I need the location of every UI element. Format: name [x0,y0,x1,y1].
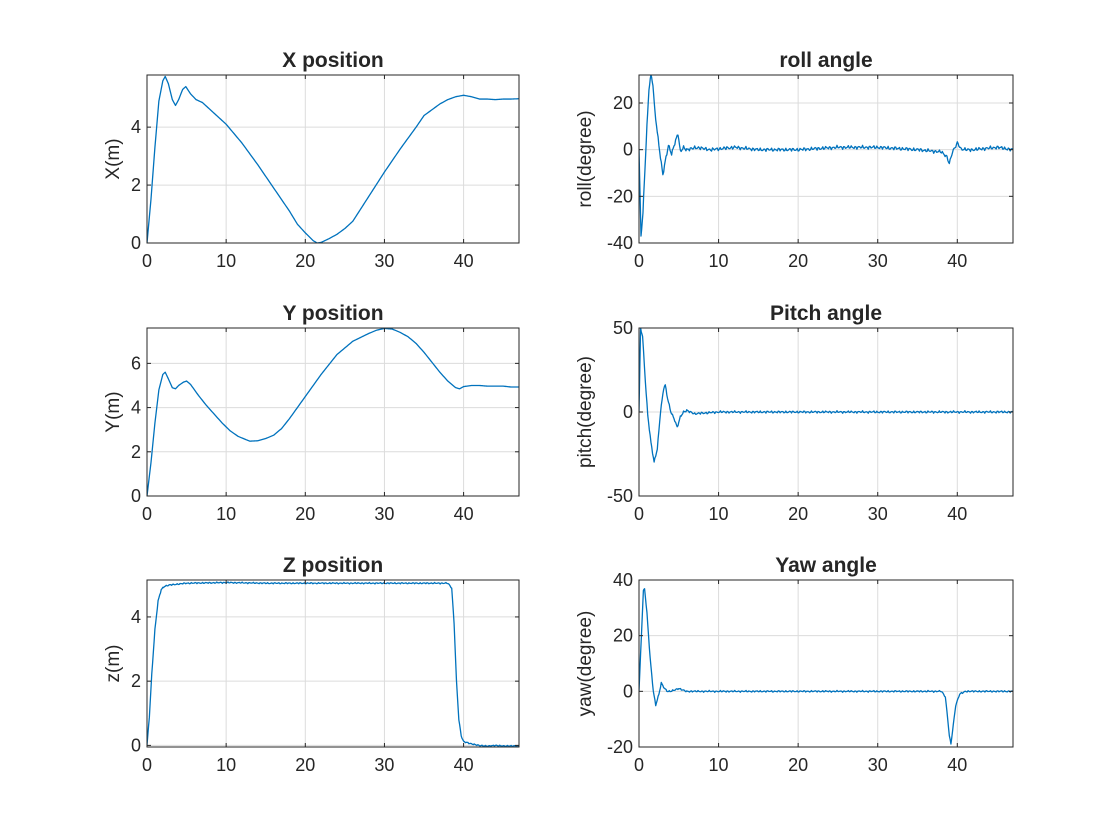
x-tick-label: 40 [947,504,967,524]
x-tick-label: 40 [947,251,967,271]
y-tick-label: 6 [131,353,141,373]
y-tick-label: 0 [623,681,633,701]
y-tick-label: -20 [607,186,633,206]
subplot-2: 0 10 20 30 40 -40 -20 0 20 roll angle roll(degree) [575,49,1014,271]
y-axis-label: X(m) [103,138,124,179]
chart-title: Yaw angle [775,554,877,577]
x-tick-label: 0 [634,251,644,271]
x-tick-label: 0 [634,504,644,524]
y-tick-label: -40 [607,233,633,253]
chart-title: Z position [283,554,383,577]
y-tick-label: 0 [131,486,141,506]
x-tick-label: 30 [374,504,394,524]
y-axis-label: roll(degree) [575,110,596,207]
x-tick-label: 10 [709,504,729,524]
y-tick-label: 4 [131,398,141,418]
x-tick-label: 10 [216,755,236,775]
y-tick-label: 0 [623,402,633,422]
axes-frame [146,74,520,244]
x-tick-label: 10 [709,755,729,775]
chart-title: Y position [282,302,383,325]
x-tick-label: 40 [454,755,474,775]
x-tick-label: 0 [142,251,152,271]
y-tick-label: 20 [613,93,633,113]
x-tick-label: 0 [634,755,644,775]
y-axis-label: yaw(degree) [575,611,596,717]
y-tick-label: 4 [131,607,141,627]
x-tick-label: 30 [868,755,888,775]
y-tick-label: -20 [607,737,633,757]
x-tick-label: 40 [454,504,474,524]
y-tick-label: 4 [131,117,141,137]
x-tick-label: 20 [788,504,808,524]
x-tick-label: 0 [142,504,152,524]
x-tick-label: 30 [374,251,394,271]
series-line-1 [147,328,519,496]
x-tick-label: 10 [216,504,236,524]
axes-frame [638,74,1014,244]
y-tick-label: 20 [613,626,633,646]
y-tick-label: 0 [131,735,141,755]
chart-title: roll angle [779,49,872,72]
series-line-1 [147,581,519,747]
series-line-1 [639,75,1013,237]
y-tick-label: 2 [131,175,141,195]
x-tick-label: 30 [374,755,394,775]
y-axis-label: Y(m) [103,391,124,432]
x-tick-label: 0 [142,755,152,775]
series-line-1 [639,588,1013,745]
subplot-1: 0 10 20 30 40 0 2 4 X position X(m) [103,49,520,271]
x-tick-label: 10 [216,251,236,271]
x-tick-label: 20 [295,251,315,271]
x-tick-label: 40 [947,755,967,775]
x-tick-label: 10 [709,251,729,271]
x-tick-label: 30 [868,504,888,524]
x-tick-label: 20 [788,251,808,271]
plot-area [638,579,1014,748]
y-tick-label: 40 [613,570,633,590]
x-tick-label: 20 [295,755,315,775]
y-axis-label: z(m) [103,645,124,683]
chart-title: Pitch angle [770,302,882,325]
y-tick-label: 0 [623,140,633,160]
series-line-1 [147,75,519,243]
plot-area [146,74,520,244]
x-tick-label: 40 [454,251,474,271]
y-tick-label: 2 [131,671,141,691]
y-axis-label: pitch(degree) [575,356,596,468]
y-tick-label: 0 [131,233,141,253]
subplot-5: 0 10 20 30 40 0 2 4 Z position z(m) [103,554,520,775]
subplot-3: 0 10 20 30 40 0 2 4 6 Y position Y(m) [103,302,520,524]
axes-frame [146,579,520,748]
series-line-1 [639,328,1013,463]
y-tick-label: -50 [607,486,633,506]
y-tick-label: 2 [131,442,141,462]
chart-title: X position [282,49,384,72]
axes-frame [146,327,520,497]
x-tick-label: 20 [788,755,808,775]
axes-frame [638,579,1014,748]
y-tick-label: 50 [613,318,633,338]
x-tick-label: 20 [295,504,315,524]
x-tick-label: 30 [868,251,888,271]
plot-area [146,327,520,497]
